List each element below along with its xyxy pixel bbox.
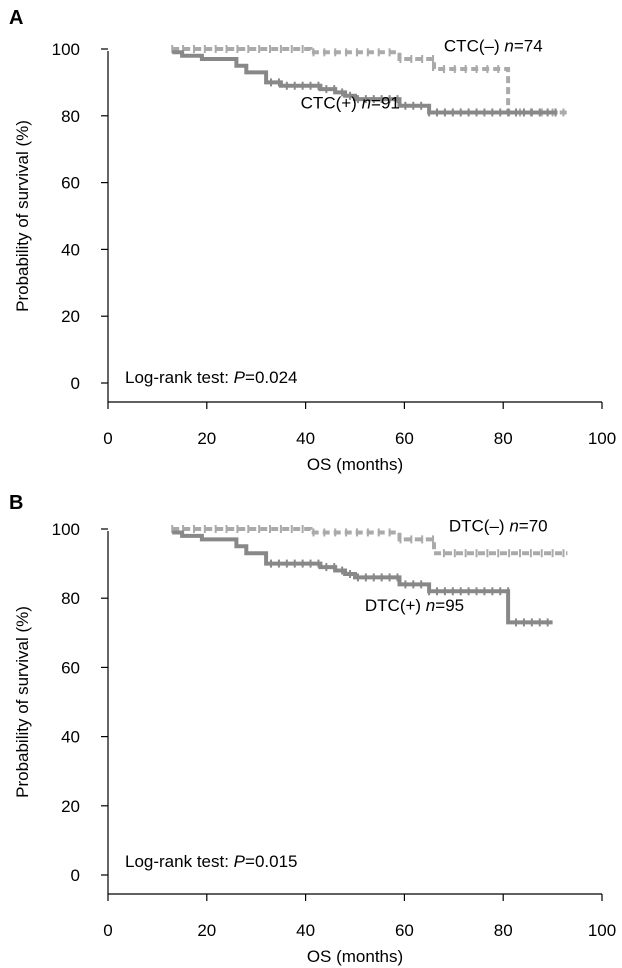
y-tick-label: 80: [61, 107, 80, 126]
x-tick-label: 60: [395, 921, 414, 940]
survival-curve: [172, 50, 558, 115]
x-axis-title: OS (months): [307, 455, 403, 474]
y-axis-title: Probability of survival (%): [13, 606, 32, 798]
panel-a: A 0 20 40 60 80 100 0 20 40 60 80 100 OS (months) Prob…: [9, 7, 616, 474]
y-tick-label: 60: [61, 174, 80, 193]
panel-label: B: [9, 492, 23, 514]
x-tick-label: 40: [296, 429, 315, 448]
y-tick-label: 100: [52, 520, 80, 539]
panel-label: A: [9, 7, 23, 29]
survival-curve: [172, 47, 568, 115]
survival-curve: [172, 530, 553, 625]
y-tick-label: 60: [61, 658, 80, 677]
y-tick-label: 20: [61, 307, 80, 326]
panel-b: B 0 20 40 60 80 100 0 20 40 60 80 100 OS (months) Prob…: [9, 492, 616, 966]
x-tick-label: 100: [588, 921, 616, 940]
y-tick-label: 0: [71, 866, 80, 885]
y-tick-label: 80: [61, 589, 80, 608]
x-tick-label: 0: [103, 921, 112, 940]
x-tick-label: 60: [395, 429, 414, 448]
log-rank-annotation: Log-rank test: P=0.024: [125, 368, 298, 387]
y-axis-title: Probability of survival (%): [13, 120, 32, 312]
series-1: [172, 50, 558, 117]
series-label: DTC(+) n=95: [365, 596, 464, 615]
log-rank-annotation: Log-rank test: P=0.015: [125, 852, 298, 871]
x-tick-label: 80: [494, 921, 513, 940]
x-axis-title: OS (months): [307, 947, 403, 966]
series-label: CTC(+) n=91: [301, 93, 400, 112]
x-tick-label: 100: [588, 429, 616, 448]
x-tick-label: 40: [296, 921, 315, 940]
series-label: DTC(–) n=70: [449, 517, 548, 536]
x-tick-label: 20: [197, 921, 216, 940]
y-tick-label: 40: [61, 728, 80, 747]
y-tick-label: 20: [61, 797, 80, 816]
x-tick-label: 80: [494, 429, 513, 448]
series-0: [171, 525, 568, 558]
series-1: [172, 530, 553, 627]
series-label: CTC(–) n=74: [444, 37, 543, 56]
x-tick-label: 20: [197, 429, 216, 448]
y-tick-label: 40: [61, 240, 80, 259]
y-tick-label: 0: [71, 374, 80, 393]
y-tick-label: 100: [52, 40, 80, 59]
x-tick-label: 0: [103, 429, 112, 448]
